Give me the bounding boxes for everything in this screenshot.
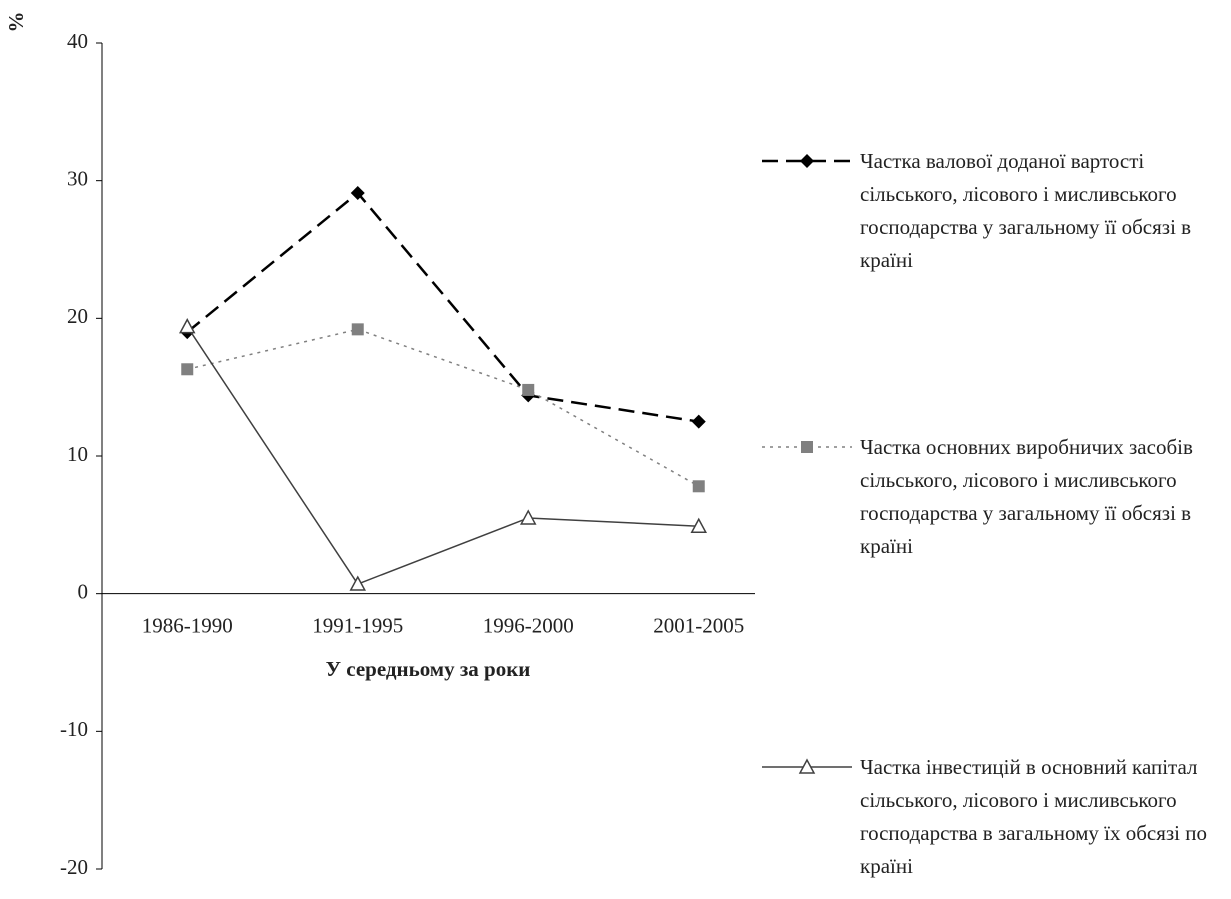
y-tick-label: 10 [67, 442, 88, 466]
data-point [691, 414, 706, 429]
x-tick-label: 2001-2005 [653, 613, 744, 637]
x-tick-label: 1986-1990 [142, 613, 233, 637]
y-axis-label: % [4, 12, 28, 33]
series-line [186, 326, 699, 585]
legend-label: Частка основних виробничих засобів сільс… [860, 435, 1193, 558]
legend-marker [801, 441, 813, 453]
y-tick-label: 40 [67, 29, 88, 53]
legend-marker [798, 758, 816, 774]
y-tick-label: 0 [78, 579, 89, 603]
data-point [522, 383, 535, 396]
series-line [186, 191, 699, 423]
x-tick-label: 1991-1995 [312, 613, 403, 637]
data-point [181, 363, 194, 376]
data-point [692, 480, 705, 493]
data-point [519, 509, 537, 525]
legend-marker [800, 154, 814, 168]
x-axis-label: У середньому за роки [326, 657, 531, 681]
legend-label: Частка валової доданої вартості сільсько… [860, 149, 1192, 272]
series-line [187, 328, 700, 487]
y-tick-label: 30 [67, 166, 88, 190]
y-tick-label: -10 [60, 717, 88, 741]
legend-label: Частка інвестицій в основний капітал сіл… [860, 755, 1207, 878]
data-point [349, 575, 367, 591]
data-point [178, 318, 196, 334]
data-point [350, 186, 365, 201]
data-point [690, 517, 708, 533]
y-tick-label: 20 [67, 304, 88, 328]
data-point [351, 323, 364, 336]
x-tick-label: 1996-2000 [483, 613, 574, 637]
y-tick-label: -20 [60, 855, 88, 879]
